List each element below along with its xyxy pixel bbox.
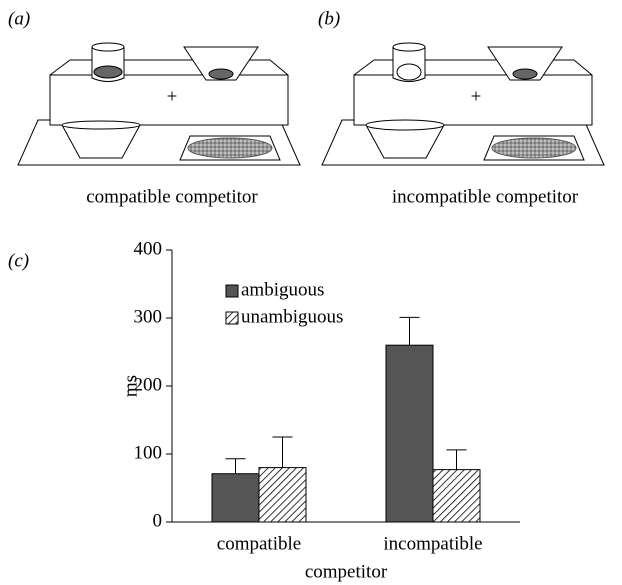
scene-a: (a) + compatible competitor <box>8 8 301 207</box>
panel-label: (b) <box>318 8 340 29</box>
x-axis-label: competitor <box>305 561 388 582</box>
panel-label: (a) <box>8 8 30 29</box>
bar <box>258 467 307 523</box>
y-tick-label: 100 <box>134 442 163 463</box>
caption: incompatible competitor <box>392 186 579 207</box>
scene-b: (b) + incompatible competitor <box>318 8 605 207</box>
y-axis-label: ms <box>120 375 141 397</box>
bar <box>211 473 260 523</box>
panel-label: (c) <box>8 250 29 271</box>
legend-swatch <box>225 311 239 325</box>
caption: compatible competitor <box>86 186 258 207</box>
svg-text:+: + <box>471 86 482 107</box>
y-tick-label: 200 <box>134 374 163 395</box>
bar <box>432 469 481 523</box>
legend-label: ambiguous <box>241 279 324 300</box>
legend-label: unambiguous <box>241 306 343 327</box>
x-tick-label: incompatible <box>383 533 482 554</box>
svg-text:+: + <box>167 86 178 107</box>
bar <box>385 344 434 523</box>
y-tick-label: 300 <box>134 306 163 327</box>
legend-swatch <box>225 284 239 298</box>
x-tick-label: compatible <box>217 533 301 554</box>
y-tick-label: 400 <box>134 238 163 259</box>
y-tick-label: 0 <box>153 510 163 531</box>
